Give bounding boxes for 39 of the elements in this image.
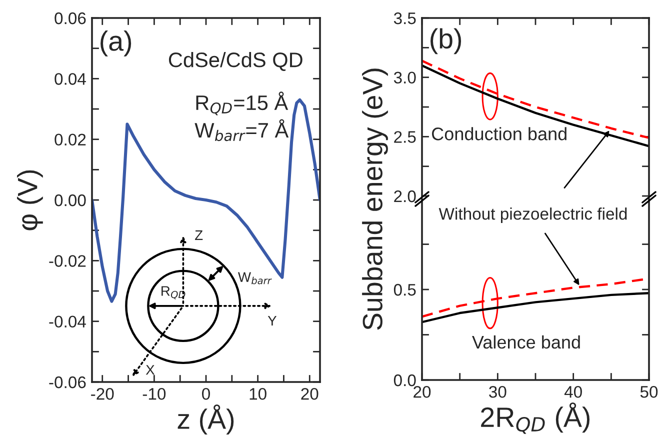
y-tick-label: 3.0 xyxy=(394,72,416,84)
x-tick-label: 30 xyxy=(489,386,506,398)
x-tick-label: 40 xyxy=(564,386,582,398)
annotation: R$_{QD}$=15 Å xyxy=(196,92,288,116)
x-tick-label: 10 xyxy=(250,388,266,400)
x-tick-label: 0 xyxy=(202,388,210,400)
annotation: (b) xyxy=(430,28,462,54)
y-tick-label: 0.5 xyxy=(394,284,416,296)
x-tick-label: -20 xyxy=(91,388,114,400)
y-tick-label: 2.0 xyxy=(394,190,416,202)
x-axis-title: z (Å) xyxy=(178,404,234,435)
annotation: X xyxy=(146,365,155,375)
x-tick-label: -10 xyxy=(142,388,166,400)
line-series xyxy=(422,292,649,324)
y-tick-label: 0.02 xyxy=(54,134,86,146)
annotation: Conduction band xyxy=(432,127,566,140)
y-tick-label: 0.00 xyxy=(54,194,86,206)
annotation: Y xyxy=(268,316,277,326)
y-axis-title: φ (V) xyxy=(17,170,43,230)
y-tick-label: -0.02 xyxy=(49,255,86,267)
annotation: W$_{barr}$ xyxy=(238,272,272,284)
annotation: CdSe/CdS QD xyxy=(168,52,302,72)
annotation: Without piezoelectric field xyxy=(438,208,627,224)
y-tick-label: -0.06 xyxy=(49,376,86,388)
y-tick-label: 2.5 xyxy=(394,131,416,143)
y-axis-title: Subband energy (eV) xyxy=(362,68,388,330)
annotation: Z xyxy=(195,230,203,240)
y-tick-label: 0.04 xyxy=(54,73,86,85)
x-tick-label: 20 xyxy=(414,386,431,398)
annotation: Valence band xyxy=(472,335,580,349)
y-tick-label: 0.06 xyxy=(54,12,86,24)
y-tick-label: 0.0 xyxy=(394,374,416,386)
x-axis-title: 2R$_{QD}$ (Å) xyxy=(481,402,590,434)
annotation: (a) xyxy=(100,30,132,56)
annotation: W$_{barr}$=7 Å xyxy=(194,119,289,142)
x-tick-label: 20 xyxy=(301,388,318,400)
y-tick-label: 3.5 xyxy=(394,12,416,24)
y-tick-label: -0.04 xyxy=(49,316,86,328)
x-tick-label: 50 xyxy=(640,386,658,398)
